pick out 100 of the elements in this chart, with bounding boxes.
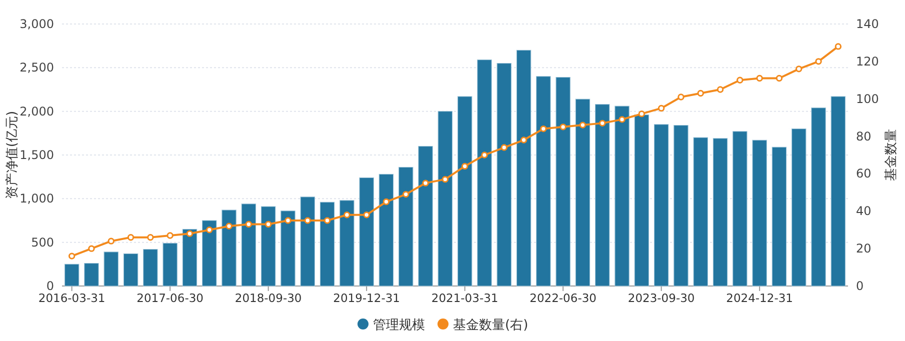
bar — [556, 76, 570, 286]
bar — [457, 96, 472, 286]
bar — [496, 63, 512, 286]
bar — [378, 174, 394, 286]
bar — [712, 138, 728, 286]
y-tick-label: 2,000 — [20, 104, 54, 118]
y-tick-label: 1,500 — [20, 148, 54, 162]
bar — [418, 146, 433, 286]
point — [638, 110, 646, 118]
bar — [340, 200, 354, 286]
x-tick-label: 2018-09-30 — [234, 291, 302, 305]
y2-tick-label: 100 — [856, 92, 879, 106]
point — [88, 245, 95, 252]
x-tick-label: 2022-06-30 — [530, 291, 596, 305]
point — [304, 217, 311, 224]
point — [481, 152, 488, 158]
x-tick-label: 2023-09-30 — [628, 291, 695, 305]
point — [186, 230, 194, 237]
x-tick-label: 2017-06-30 — [136, 291, 204, 305]
point — [678, 94, 684, 100]
y-axis-title: 资产净值(亿元) — [5, 110, 20, 200]
bar — [104, 252, 118, 286]
point — [716, 86, 724, 93]
bar — [477, 60, 492, 286]
point — [815, 58, 822, 65]
point — [500, 144, 508, 151]
point — [264, 220, 272, 228]
y-tick-label: 500 — [31, 235, 54, 250]
point — [108, 238, 114, 244]
bar — [64, 264, 80, 286]
point — [226, 222, 232, 230]
point — [324, 217, 331, 224]
y2-tick-label: 60 — [856, 166, 872, 181]
point — [579, 122, 586, 128]
point — [736, 76, 744, 84]
point — [520, 136, 528, 144]
y2-tick-label: 20 — [856, 242, 872, 256]
y-tick-label: 2,500 — [20, 60, 54, 75]
point — [166, 232, 174, 239]
bar — [162, 242, 178, 286]
bar — [260, 206, 276, 286]
bar — [222, 210, 236, 286]
x-tick-label: 2024-12-31 — [726, 291, 793, 305]
bar — [674, 125, 688, 286]
x-tick-label: 2016-03-31 — [38, 291, 106, 305]
legend-label: 基金数量(右) — [453, 318, 528, 333]
y2-tick-label: 40 — [856, 204, 872, 218]
bar — [595, 104, 610, 286]
point — [461, 162, 468, 170]
point — [697, 90, 704, 97]
point — [658, 104, 665, 112]
point — [363, 212, 370, 218]
x-tick-label: 2019-12-31 — [333, 291, 400, 305]
bar — [575, 98, 590, 286]
y2-tick-label: 0 — [856, 279, 864, 293]
bar — [84, 262, 99, 286]
y-tick-label: 1,000 — [20, 192, 54, 206]
point — [776, 74, 783, 82]
bar — [536, 76, 551, 286]
point — [796, 66, 802, 72]
bar — [202, 220, 217, 286]
bar — [752, 140, 767, 286]
point — [756, 74, 763, 82]
bar — [438, 111, 453, 286]
point — [245, 220, 252, 228]
point — [834, 43, 842, 50]
bar — [693, 137, 708, 286]
legend-label: 管理规模 — [373, 318, 425, 333]
bar — [320, 202, 335, 286]
point — [284, 217, 292, 224]
bar — [398, 166, 414, 286]
bar — [359, 177, 374, 286]
point — [599, 120, 606, 127]
point — [540, 125, 547, 132]
y2-tick-label: 140 — [856, 17, 879, 31]
bar — [182, 228, 198, 286]
point — [147, 234, 154, 241]
point — [127, 234, 134, 241]
y2-axis-title: 基金数量 — [884, 129, 899, 181]
bar — [732, 131, 748, 286]
bar — [143, 249, 158, 286]
point — [402, 190, 410, 198]
bar — [614, 106, 630, 286]
y-tick-label: 0 — [46, 279, 54, 293]
bar — [280, 210, 296, 286]
y-tick-label: 3,000 — [20, 17, 54, 31]
point — [442, 176, 449, 183]
point — [206, 226, 213, 234]
point — [618, 116, 626, 123]
bar — [634, 114, 650, 286]
bar — [654, 124, 669, 286]
y2-tick-label: 80 — [856, 129, 872, 144]
bar — [516, 50, 532, 286]
point — [422, 180, 429, 186]
bar — [792, 128, 806, 286]
bar — [241, 204, 256, 286]
bar — [772, 146, 787, 286]
y2-tick-label: 120 — [856, 54, 879, 68]
bar — [811, 108, 826, 286]
x-tick-label: 2021-03-31 — [431, 291, 498, 305]
